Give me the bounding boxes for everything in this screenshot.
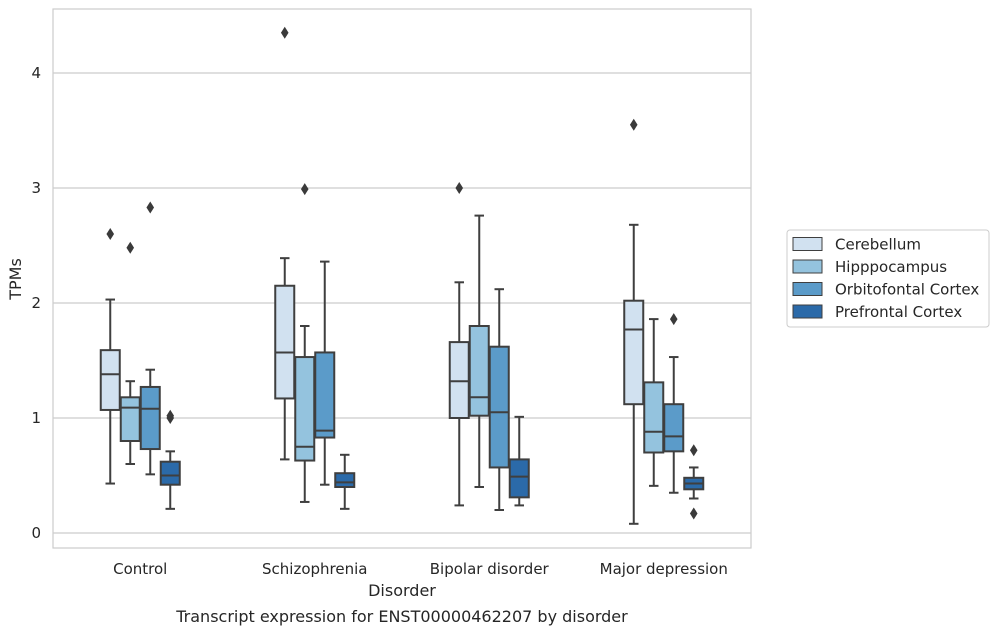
box-3-1 [643,318,665,487]
flier-point [455,182,464,194]
flier-point [166,409,175,422]
box-0-0 [99,228,121,485]
x-axis-title: Disorder [368,581,436,600]
legend-label: Prefrontal Cortex [835,303,962,321]
legend-swatch [792,282,823,296]
box-body [119,396,141,442]
box-0-1 [119,241,141,465]
box-body [334,472,356,489]
box-body [99,349,121,411]
box-body [314,351,336,439]
box-body [468,325,490,417]
chart-caption: Transcript expression for ENST0000046220… [175,607,628,626]
plot-area [52,8,752,549]
box-body [623,299,645,406]
box-3-3 [683,444,705,520]
x-tick-label: Control [113,560,167,578]
legend: Cerebellum Hipppocampus Orbitofontal Corte… [786,229,990,328]
y-tick-label: 2 [31,294,41,312]
flier-point [669,313,678,326]
box-body [139,385,161,451]
y-tick-label: 4 [31,64,41,82]
box-2-3 [508,415,530,507]
box-elements [99,26,705,525]
box-0-3 [159,409,181,510]
box-body [663,403,685,453]
box-0-2 [139,201,161,476]
box-body [488,345,510,469]
legend-label: Hipppocampus [835,258,947,276]
flier-point [106,228,115,240]
x-tick-label: Bipolar disorder [430,560,550,578]
legend-swatch [792,237,823,251]
box-body [294,356,316,462]
box-body [643,381,665,454]
box-2-2 [488,288,510,511]
y-tick-labels: 0 1 2 3 4 [31,64,41,542]
legend-label: Cerebellum [835,236,921,254]
box-body [274,284,296,400]
x-tick-labels: Control Schizophrenia Bipolar disorder Majo… [113,560,728,578]
flier-point [146,201,155,214]
legend-frame [786,229,990,328]
box-3-0 [623,118,645,525]
y-axis-title: TPMs [6,258,25,301]
x-tick-label: Major depression [600,560,728,578]
box-body [448,341,470,420]
x-tick-label: Schizophrenia [262,560,367,578]
legend-swatch [792,259,823,274]
box-body [159,460,181,486]
box-1-3 [334,453,356,510]
legend-label: Orbitofontal Cortex [835,281,979,299]
legend-swatch [792,304,823,319]
box-2-1 [468,214,490,488]
y-tick-label: 1 [31,409,41,427]
flier-point [126,241,135,254]
y-tick-label: 3 [31,179,41,197]
box-1-2 [314,260,336,486]
flier-point [300,183,309,196]
y-tick-label: 0 [31,524,41,542]
box-1-0 [274,26,296,461]
flier-point [689,507,698,520]
flier-point [280,26,289,39]
flier-point [629,118,638,131]
flier-point [689,444,698,457]
box-3-2 [663,313,685,494]
box-body [508,458,530,499]
